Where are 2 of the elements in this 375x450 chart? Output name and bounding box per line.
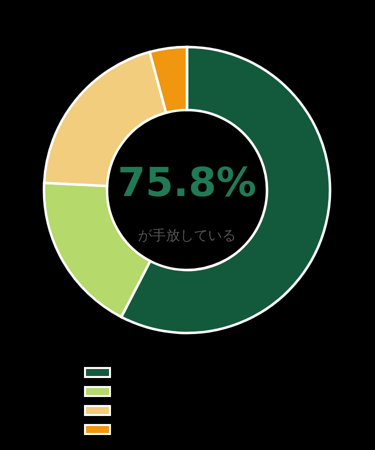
text: 75.8%: [118, 160, 256, 206]
text: が手放している: [138, 228, 236, 244]
